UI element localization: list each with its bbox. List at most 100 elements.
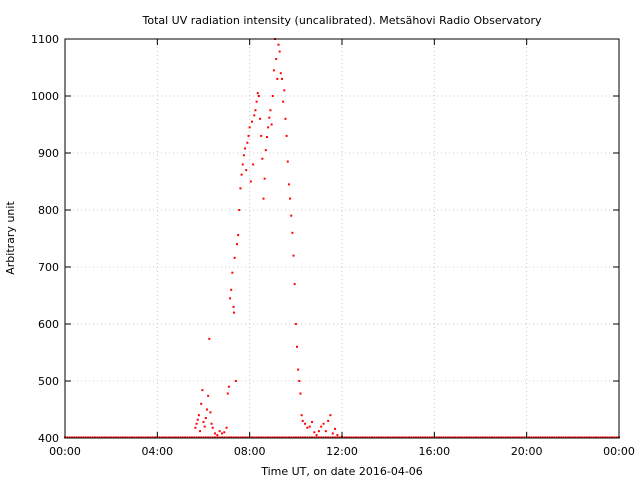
- data-point: [210, 422, 213, 425]
- data-point: [253, 114, 256, 117]
- baseline-point: [124, 436, 127, 439]
- baseline-point: [613, 436, 616, 439]
- data-point: [276, 77, 279, 80]
- baseline-point: [255, 436, 258, 439]
- baseline-point: [338, 436, 341, 439]
- baseline-point: [530, 436, 533, 439]
- data-point: [203, 425, 206, 428]
- data-point: [232, 311, 235, 314]
- y-tick-label: 600: [38, 318, 59, 331]
- data-point: [216, 434, 219, 437]
- data-point: [202, 421, 205, 424]
- baseline-point: [285, 436, 288, 439]
- baseline-point: [310, 436, 313, 439]
- baseline-point: [94, 436, 97, 439]
- baseline-point: [317, 436, 320, 439]
- baseline-point: [467, 436, 470, 439]
- baseline-point: [401, 436, 404, 439]
- baseline-point: [463, 436, 466, 439]
- data-point: [261, 157, 264, 160]
- baseline-point: [105, 436, 108, 439]
- baseline-point: [237, 436, 240, 439]
- baseline-point: [458, 436, 461, 439]
- axis-ticks: [64, 38, 620, 439]
- baseline-point: [137, 436, 140, 439]
- baseline-point: [77, 436, 80, 439]
- data-point: [295, 345, 298, 348]
- baseline-point: [380, 436, 383, 439]
- baseline-point: [516, 436, 519, 439]
- baseline-point: [246, 436, 249, 439]
- data-point: [205, 408, 208, 411]
- baseline-point: [315, 436, 318, 439]
- baseline-point: [193, 436, 196, 439]
- data-point: [293, 283, 296, 286]
- baseline-point: [497, 436, 500, 439]
- data-point: [229, 297, 232, 300]
- data-point: [240, 173, 243, 176]
- baseline-point: [290, 436, 293, 439]
- baseline-point: [98, 436, 101, 439]
- baseline-point: [391, 436, 394, 439]
- data-point: [254, 109, 257, 112]
- baseline-point: [154, 436, 157, 439]
- baseline-point: [239, 436, 242, 439]
- baseline-point: [601, 436, 604, 439]
- baseline-point: [518, 436, 521, 439]
- data-point: [287, 183, 290, 186]
- data-point: [257, 95, 260, 97]
- baseline-point: [225, 436, 228, 439]
- baseline-point: [604, 436, 607, 439]
- baseline-point: [160, 436, 163, 439]
- baseline-point: [343, 436, 346, 439]
- baseline-point: [419, 436, 422, 439]
- data-point: [200, 402, 203, 405]
- baseline-point: [599, 436, 602, 439]
- baseline-point: [91, 436, 94, 439]
- data-point: [268, 116, 271, 119]
- data-point: [278, 50, 281, 53]
- data-point: [280, 77, 283, 80]
- data-point: [334, 427, 337, 430]
- baseline-point: [313, 436, 316, 439]
- baseline-point: [394, 436, 397, 439]
- baseline-point: [493, 436, 496, 439]
- baseline-point: [444, 436, 447, 439]
- baseline-point: [403, 436, 406, 439]
- baseline-point: [486, 436, 489, 439]
- x-tick-label: 12:00: [326, 445, 358, 458]
- baseline-point: [304, 436, 307, 439]
- baseline-point: [495, 436, 498, 439]
- data-point: [301, 419, 304, 422]
- data-point: [237, 234, 240, 237]
- baseline-point: [278, 436, 281, 439]
- data-point: [256, 92, 259, 95]
- baseline-point: [523, 436, 526, 439]
- data-point: [277, 43, 280, 46]
- baseline-point: [465, 436, 468, 439]
- baseline-point: [426, 436, 429, 439]
- baseline-point: [214, 436, 217, 439]
- baseline-point: [389, 436, 392, 439]
- baseline-point: [87, 436, 90, 439]
- baseline-point: [200, 436, 203, 439]
- baseline-point: [507, 436, 510, 439]
- baseline-point: [608, 436, 611, 439]
- baseline-point: [130, 436, 133, 439]
- y-tick-label: 700: [38, 261, 59, 274]
- baseline-point: [396, 436, 399, 439]
- baseline-point: [532, 436, 535, 439]
- baseline-point: [359, 436, 362, 439]
- data-point: [226, 392, 229, 395]
- baseline-point: [331, 436, 334, 439]
- data-point: [233, 256, 236, 259]
- baseline-point: [551, 436, 554, 439]
- data-point: [208, 337, 211, 340]
- data-point: [262, 197, 265, 200]
- baseline-point: [149, 436, 152, 439]
- data-point: [284, 117, 287, 120]
- data-point: [289, 197, 292, 200]
- baseline-point: [301, 436, 304, 439]
- baseline-point: [324, 436, 327, 439]
- data-point: [290, 214, 293, 217]
